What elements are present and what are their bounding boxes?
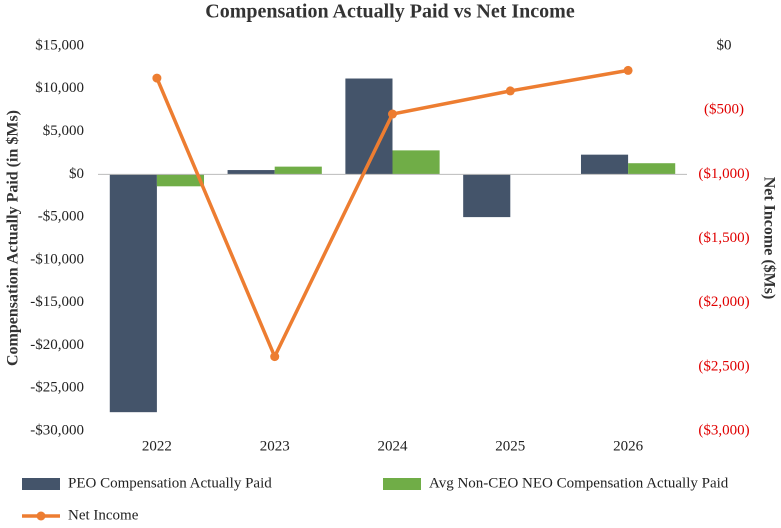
legend-label: Avg Non-CEO NEO Compensation Actually Pa… [429, 475, 729, 491]
y2-tick-label: ($1,000) [698, 166, 749, 182]
y-tick-label: $15,000 [35, 37, 84, 53]
y2-tick-label: ($500) [704, 102, 744, 118]
x-tick-label: 2025 [495, 438, 525, 454]
bar [109, 174, 157, 413]
x-tick-label: 2024 [378, 438, 409, 454]
y-tick-label: $5,000 [43, 123, 84, 139]
y2-tick-label: ($2,500) [698, 358, 749, 374]
y-tick-label: -$15,000 [30, 294, 84, 310]
line-marker [505, 86, 515, 96]
bar [628, 163, 676, 175]
x-tick-label: 2023 [260, 438, 290, 454]
line-marker [152, 73, 162, 83]
bar [156, 174, 205, 187]
y-tick-label: $0 [69, 166, 84, 182]
legend-label: Net Income [68, 507, 139, 523]
y2-axis-title: Net Income ($Ms) [760, 177, 777, 300]
bar [580, 154, 629, 175]
bar [274, 166, 322, 175]
line-marker [388, 109, 397, 119]
legend-label: PEO Compensation Actually Paid [68, 475, 272, 491]
y-tick-label: -$20,000 [30, 337, 84, 353]
bar [392, 150, 440, 175]
legend-swatch [36, 511, 46, 521]
bar [463, 174, 511, 218]
y-tick-label: -$25,000 [30, 380, 84, 396]
y2-tick-label: ($2,000) [698, 294, 749, 310]
y-axis-title: Compensation Actually Paid (in $Ms) [5, 110, 22, 366]
y-tick-label: -$30,000 [30, 422, 84, 438]
legend-swatch [383, 478, 421, 490]
y2-tick-label: ($3,000) [698, 422, 749, 438]
chart-title: Compensation Actually Paid vs Net Income [205, 1, 575, 23]
y-tick-label: -$10,000 [30, 251, 84, 267]
y-tick-label: -$5,000 [38, 209, 84, 225]
x-tick-label: 2026 [613, 438, 644, 454]
bar [227, 170, 275, 175]
y2-tick-label: $0 [717, 37, 732, 53]
legend-swatch [22, 478, 60, 490]
y-tick-label: $10,000 [35, 80, 84, 96]
x-tick-label: 2022 [142, 438, 172, 454]
y2-tick-label: ($1,500) [698, 230, 749, 246]
line-marker [270, 352, 280, 362]
line-marker [623, 65, 633, 75]
